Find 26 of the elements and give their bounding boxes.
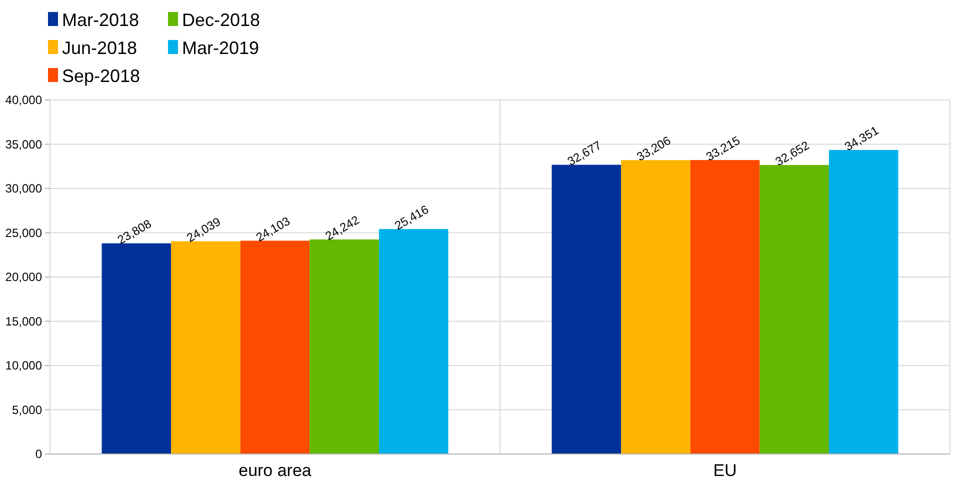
bar bbox=[760, 165, 829, 454]
bar bbox=[102, 243, 172, 454]
bar bbox=[552, 164, 622, 454]
bar bbox=[621, 160, 690, 454]
y-tick-label: 10,000 bbox=[5, 358, 42, 373]
y-tick-label: 30,000 bbox=[5, 182, 42, 196]
x-tick-label: euro area bbox=[238, 461, 312, 480]
y-tick-label: 40,000 bbox=[5, 93, 42, 108]
legend-label: Jun-2018 bbox=[62, 38, 138, 58]
x-tick-label: EU bbox=[713, 461, 737, 480]
legend-label: Mar-2019 bbox=[182, 38, 260, 58]
bar bbox=[378, 229, 448, 454]
bar bbox=[828, 150, 898, 454]
y-tick-label: 0 bbox=[35, 447, 42, 462]
y-tick-label: 25,000 bbox=[5, 226, 42, 240]
y-tick-label: 5,000 bbox=[12, 402, 42, 417]
y-tick-label: 20,000 bbox=[5, 270, 42, 284]
bar bbox=[240, 240, 310, 454]
y-tick-label: 35,000 bbox=[5, 137, 42, 152]
legend-label: Sep-2018 bbox=[62, 66, 140, 86]
bar bbox=[171, 241, 240, 454]
legend-label: Dec-2018 bbox=[182, 10, 260, 30]
y-tick-label: 15,000 bbox=[5, 314, 42, 328]
bar bbox=[310, 239, 379, 454]
bar bbox=[690, 160, 760, 454]
legend-label: Mar-2018 bbox=[62, 10, 140, 30]
